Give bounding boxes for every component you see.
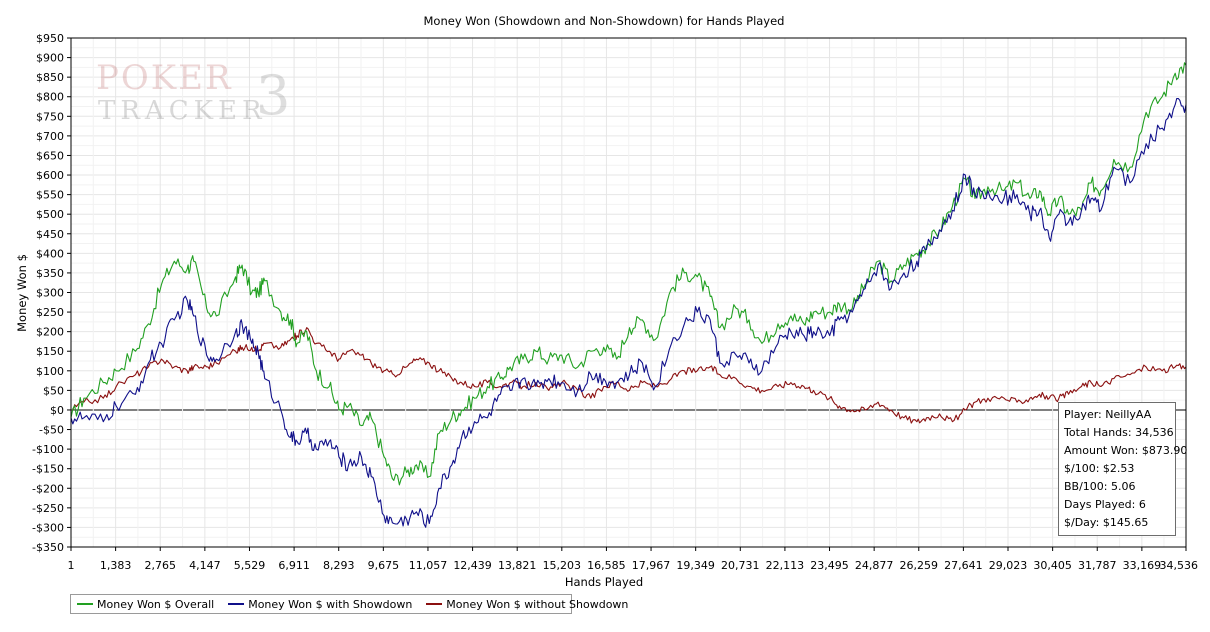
y-tick-label: -$50 xyxy=(39,424,64,437)
x-tick-label: 33,169 xyxy=(1123,559,1162,572)
x-tick-label: 19,349 xyxy=(676,559,715,572)
x-tick-label: 23,495 xyxy=(810,559,849,572)
x-tick-label: 31,787 xyxy=(1078,559,1117,572)
x-tick-label: 13,821 xyxy=(498,559,537,572)
y-tick-label: $50 xyxy=(43,384,64,397)
y-tick-label: $250 xyxy=(36,306,64,319)
stat-per-day: $/Day: $145.65 xyxy=(1064,516,1149,529)
y-tick-label: $350 xyxy=(36,267,64,280)
x-tick-label: 8,293 xyxy=(323,559,355,572)
stat-per-100: $/100: $2.53 xyxy=(1064,462,1135,475)
y-tick-label: -$300 xyxy=(32,521,64,534)
y-tick-label: $850 xyxy=(36,71,64,84)
x-tick-label: 5,529 xyxy=(234,559,266,572)
series-line-overall xyxy=(70,62,1187,486)
x-tick-label: 11,057 xyxy=(409,559,448,572)
series-lines xyxy=(70,62,1187,528)
legend-swatch-overall xyxy=(77,603,93,605)
stat-bb-100: BB/100: 5.06 xyxy=(1064,480,1136,493)
x-tick-label: 27,641 xyxy=(944,559,983,572)
stat-total-hands: Total Hands: 34,536 xyxy=(1064,426,1174,439)
y-tick-label: $600 xyxy=(36,169,64,182)
legend-label-showdown: Money Won $ with Showdown xyxy=(248,597,413,611)
poker-tracker-logo: POKER TRACKER 3 xyxy=(96,58,296,128)
y-tick-label: -$350 xyxy=(32,541,64,554)
x-tick-label: 34,536 xyxy=(1160,559,1199,572)
logo-word-tracker: TRACKER xyxy=(98,96,267,126)
chart-title: Money Won (Showdown and Non-Showdown) fo… xyxy=(424,14,785,28)
y-tick-label: $300 xyxy=(36,287,64,300)
x-tick-label: 22,113 xyxy=(766,559,805,572)
x-tick-label: 1 xyxy=(68,559,75,572)
y-tick-label: $150 xyxy=(36,345,64,358)
x-axis-label: Hands Played xyxy=(565,575,643,589)
legend-item-overall: Money Won $ Overall xyxy=(77,598,214,611)
x-tick-label: 1,383 xyxy=(100,559,132,572)
y-tick-label: $700 xyxy=(36,130,64,143)
legend-item-non-showdown: Money Won $ without Showdown xyxy=(426,598,628,611)
y-tick-label: $100 xyxy=(36,365,64,378)
y-tick-label: $750 xyxy=(36,110,64,123)
x-tick-label: 6,911 xyxy=(278,559,310,572)
legend-swatch-non-showdown xyxy=(426,603,443,605)
y-tick-label: $500 xyxy=(36,208,64,221)
x-tick-label: 17,967 xyxy=(632,559,671,572)
grid-lines xyxy=(70,37,1187,548)
legend-swatch-showdown xyxy=(228,603,245,605)
x-tick-label: 20,731 xyxy=(721,559,760,572)
stat-player: Player: NeillyAA xyxy=(1064,408,1152,421)
x-tick-label: 9,675 xyxy=(368,559,400,572)
y-tick-label: $400 xyxy=(36,247,64,260)
y-tick-label: -$200 xyxy=(32,482,64,495)
y-tick-label: -$100 xyxy=(32,443,64,456)
player-stats-box: Player: NeillyAA Total Hands: 34,536 Amo… xyxy=(1058,402,1188,536)
y-tick-label: -$250 xyxy=(32,502,64,515)
legend-item-showdown: Money Won $ with Showdown xyxy=(228,598,412,611)
x-axis-ticks: 1 1,383 2,765 4,147 5,529 6,911 8,293 9,675 11,0… xyxy=(68,547,1199,572)
y-tick-label: $900 xyxy=(36,52,64,65)
y-tick-label: $200 xyxy=(36,326,64,339)
y-axis-ticks: -$350 -$300 -$250 -$200 -$150 -$100 -$50 $0 $50 $… xyxy=(32,32,71,554)
y-tick-label: $800 xyxy=(36,91,64,104)
x-tick-label: 24,877 xyxy=(855,559,894,572)
logo-number: 3 xyxy=(256,64,291,127)
legend-label-overall: Money Won $ Overall xyxy=(97,597,215,611)
y-tick-label: $650 xyxy=(36,149,64,162)
x-tick-label: 16,585 xyxy=(587,559,626,572)
legend-label-non-showdown: Money Won $ without Showdown xyxy=(446,597,629,611)
x-tick-label: 4,147 xyxy=(189,559,221,572)
x-tick-label: 12,439 xyxy=(453,559,492,572)
x-tick-label: 15,203 xyxy=(543,559,582,572)
y-tick-label: $0 xyxy=(50,404,64,417)
stat-amount-won: Amount Won: $873.90 xyxy=(1064,444,1188,457)
stat-days-played: Days Played: 6 xyxy=(1064,498,1146,511)
chart-legend: Money Won $ Overall Money Won $ with Sho… xyxy=(70,594,628,614)
y-tick-label: $950 xyxy=(36,32,64,45)
x-tick-label: 30,405 xyxy=(1033,559,1072,572)
series-line-non-showdown xyxy=(71,327,1187,424)
x-tick-label: 2,765 xyxy=(144,559,176,572)
x-tick-label: 29,023 xyxy=(989,559,1028,572)
y-tick-label: $550 xyxy=(36,189,64,202)
series-line-showdown xyxy=(70,97,1187,528)
x-tick-label: 26,259 xyxy=(900,559,939,572)
y-tick-label: -$150 xyxy=(32,463,64,476)
y-axis-label: Money Won $ xyxy=(15,254,29,332)
logo-word-poker: POKER xyxy=(96,58,233,98)
y-tick-label: $450 xyxy=(36,228,64,241)
